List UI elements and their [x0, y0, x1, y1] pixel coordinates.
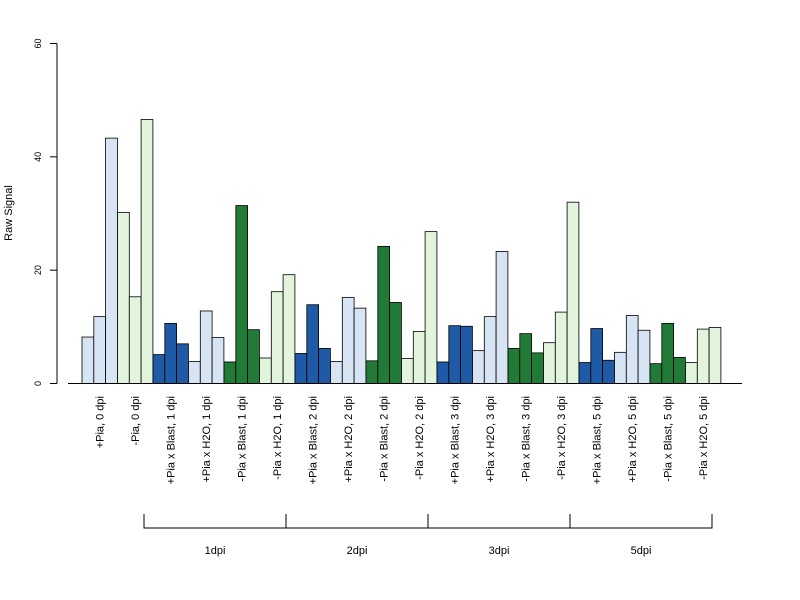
- bar: [199, 310, 213, 384]
- bar: [673, 357, 686, 384]
- bar: [531, 352, 544, 384]
- bar: [152, 354, 166, 384]
- bar: [649, 363, 663, 384]
- bar: [685, 362, 698, 384]
- bar: [306, 304, 319, 384]
- bar: [614, 351, 627, 384]
- bar: [543, 342, 556, 384]
- bar: [164, 323, 178, 384]
- bar: [602, 359, 615, 384]
- bar: [554, 311, 568, 384]
- x-tick-label: -Pia x Blast, 1 dpi: [237, 396, 249, 482]
- x-tick-label: +Pia x H2O, 5 dpi: [627, 396, 639, 483]
- bar: [412, 330, 426, 384]
- bar: [578, 362, 592, 384]
- bar: [353, 307, 367, 384]
- x-tick-label: +Pia x H2O, 1 dpi: [201, 396, 213, 483]
- x-tick-label: -Pia, 0 dpi: [130, 396, 142, 446]
- bar: [128, 296, 142, 384]
- bar: [625, 315, 639, 384]
- x-tick-label: +Pia x H2O, 3 dpi: [485, 396, 497, 483]
- bar: [211, 337, 225, 384]
- bracket-line: [427, 514, 571, 529]
- y-tick-label: 20: [33, 265, 43, 275]
- bracket-label: 1dpi: [205, 545, 226, 557]
- bar: [401, 358, 414, 384]
- x-tick-label: +Pia x Blast, 5 dpi: [592, 396, 604, 484]
- bar: [495, 251, 509, 384]
- x-tick-label: +Pia x Blast, 2 dpi: [308, 396, 320, 484]
- bar: [637, 329, 651, 384]
- bar: [223, 361, 237, 384]
- bracket-label: 2dpi: [347, 545, 368, 557]
- x-tick-label: -Pia x Blast, 3 dpi: [521, 396, 533, 482]
- bar: [389, 302, 402, 384]
- bar: [330, 360, 343, 384]
- bar: [377, 245, 390, 384]
- x-tick-label: -Pia x H2O, 3 dpi: [556, 396, 568, 480]
- bar: [81, 336, 95, 384]
- bracket-line: [285, 514, 429, 529]
- x-tick-label: -Pia x H2O, 2 dpi: [414, 396, 426, 480]
- bar: [93, 316, 107, 384]
- x-tick-label: -Pia x Blast, 2 dpi: [379, 396, 391, 482]
- bar: [341, 296, 355, 384]
- bar: [507, 347, 521, 384]
- y-tick-label: 0: [33, 381, 43, 386]
- bar: [235, 205, 249, 384]
- bar: [472, 350, 485, 384]
- bar: [140, 119, 154, 384]
- x-tick-label: +Pia x Blast, 1 dpi: [166, 396, 178, 484]
- bar: [696, 328, 710, 384]
- bracket-label: 3dpi: [489, 545, 510, 557]
- x-tick-labels: +Pia, 0 dpi -Pia, 0 dpi +Pia x Blast, 1 dp…: [95, 396, 711, 484]
- y-axis-label: Raw Signal: [3, 185, 15, 241]
- bar: [117, 211, 130, 384]
- x-tick-label: +Pia x H2O, 2 dpi: [343, 396, 355, 483]
- bar: [661, 323, 674, 384]
- bar: [247, 329, 260, 384]
- bar: [519, 333, 532, 384]
- bar: [105, 137, 118, 384]
- bar: [483, 316, 497, 384]
- bar: [282, 274, 296, 384]
- bracket-line: [143, 514, 287, 529]
- x-tick-label: +Pia, 0 dpi: [95, 396, 107, 448]
- x-tick-label: -Pia x H2O, 5 dpi: [698, 396, 710, 480]
- bar: [365, 360, 379, 384]
- bar: [448, 325, 461, 384]
- bar: [590, 328, 603, 384]
- bar: [259, 357, 272, 384]
- bar: [176, 343, 189, 384]
- bars: [81, 119, 722, 384]
- bar: [436, 361, 450, 384]
- x-tick-label: -Pia x H2O, 1 dpi: [272, 396, 284, 480]
- x-tick-label: +Pia x Blast, 3 dpi: [450, 396, 462, 484]
- y-tick-label: 40: [33, 152, 43, 162]
- bar: [460, 325, 473, 384]
- bar: [188, 360, 201, 384]
- time-brackets: 1dpi 2dpi 3dpi 5dpi: [143, 514, 713, 557]
- bar: [708, 326, 722, 384]
- bracket-line: [569, 514, 713, 529]
- bracket-label: 5dpi: [631, 545, 652, 557]
- bar: [318, 347, 331, 384]
- bar: [424, 231, 438, 384]
- bar: [270, 291, 284, 384]
- bar: [294, 353, 308, 384]
- x-tick-label: -Pia x Blast, 5 dpi: [663, 396, 675, 482]
- y-tick-label: 60: [33, 38, 43, 48]
- y-axis: 0 20 40 60: [33, 38, 58, 386]
- bar: [566, 201, 580, 384]
